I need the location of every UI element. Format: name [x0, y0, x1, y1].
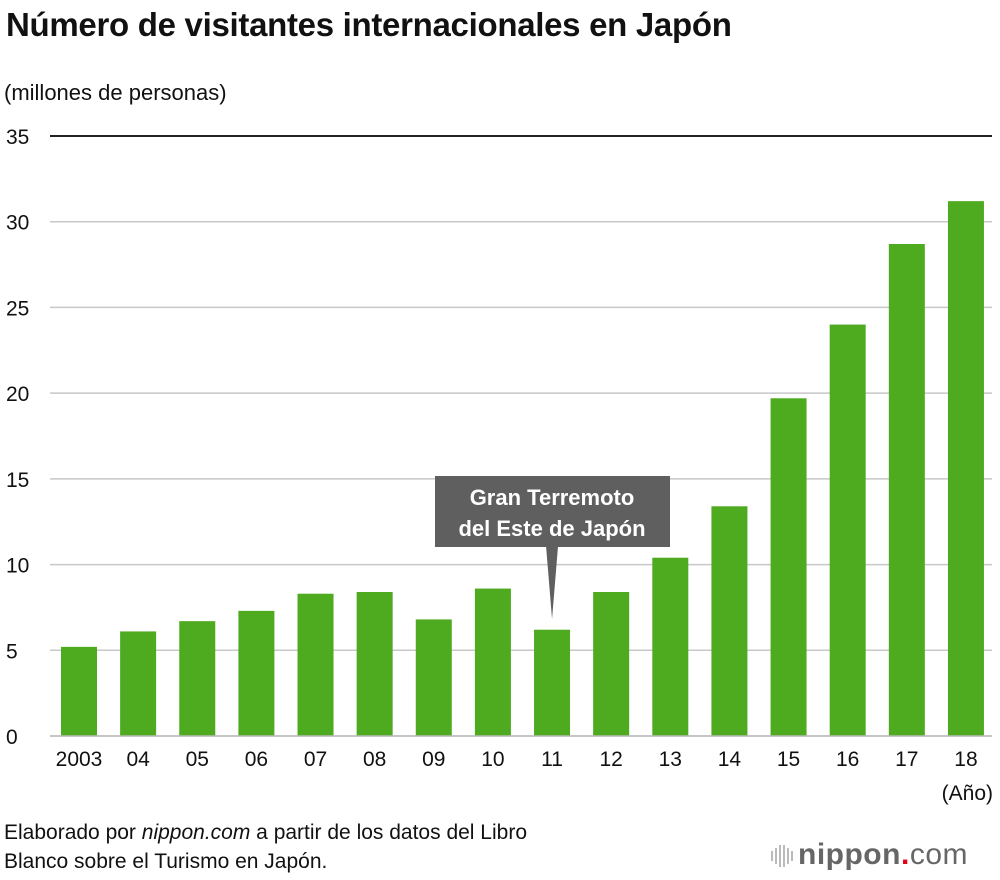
- y-tick-label: 20: [6, 383, 29, 406]
- y-tick-label: 35: [6, 126, 29, 149]
- x-tick-label: 11: [541, 748, 563, 771]
- annotation-text: Gran Terremoto: [470, 485, 635, 510]
- bar: [120, 631, 157, 736]
- bar: [179, 621, 216, 736]
- logo-name: nippon: [798, 838, 901, 871]
- annotation-pointer: [546, 546, 559, 619]
- nippon-logo: nippon.com: [770, 838, 968, 872]
- bar: [297, 593, 334, 736]
- source-note: Elaborado por nippon.com a partir de los…: [4, 818, 527, 876]
- logo-tld: com: [909, 838, 968, 871]
- bar: [652, 557, 689, 736]
- y-tick-label: 25: [6, 297, 29, 320]
- source-site: nippon.com: [141, 821, 251, 844]
- y-axis-label: (millones de personas): [4, 80, 227, 105]
- x-tick-label: 14: [718, 748, 742, 771]
- bar: [356, 592, 393, 736]
- x-axis-unit: (Año): [942, 782, 993, 805]
- x-tick-label: 08: [363, 748, 386, 771]
- bar: [474, 588, 511, 736]
- source-prefix: Elaborado por: [4, 821, 142, 844]
- y-tick-label: 10: [6, 555, 29, 578]
- y-tick-label: 30: [6, 212, 29, 235]
- bar: [711, 506, 748, 736]
- bar: [770, 398, 807, 736]
- y-tick-label: 0: [6, 726, 18, 749]
- bar: [61, 646, 97, 736]
- x-tick-label: 07: [304, 748, 327, 771]
- annotation-box: [435, 476, 670, 547]
- x-tick-label: 15: [777, 748, 800, 771]
- x-tick-label: 05: [186, 748, 209, 771]
- x-tick-label: 12: [599, 748, 622, 771]
- x-tick-label: 16: [836, 748, 859, 771]
- bar: [829, 324, 866, 736]
- x-tick-label: 2003: [56, 748, 103, 771]
- bar: [415, 619, 452, 736]
- x-tick-label: 17: [895, 748, 918, 771]
- source-suffix: a partir de los datos del Libro: [250, 821, 528, 844]
- chart-title: Número de visitantes internacionales en …: [6, 6, 732, 43]
- x-tick-label: 10: [481, 748, 504, 771]
- bar: [238, 610, 275, 736]
- bar: [593, 592, 630, 736]
- x-tick-label: 18: [954, 748, 977, 771]
- x-tick-label: 09: [422, 748, 445, 771]
- y-tick-label: 5: [6, 640, 18, 663]
- annotation-text: del Este de Japón: [458, 516, 645, 541]
- x-tick-label: 04: [126, 748, 150, 771]
- bar: [534, 629, 571, 736]
- bar: [888, 244, 925, 736]
- bar: [947, 201, 984, 737]
- sound-bars-icon: [771, 845, 793, 867]
- x-tick-label: 13: [659, 748, 682, 771]
- x-tick-label: 06: [245, 748, 268, 771]
- y-tick-label: 15: [6, 469, 29, 492]
- logo-dot: .: [900, 838, 910, 871]
- source-line2: Blanco sobre el Turismo en Japón.: [4, 850, 328, 873]
